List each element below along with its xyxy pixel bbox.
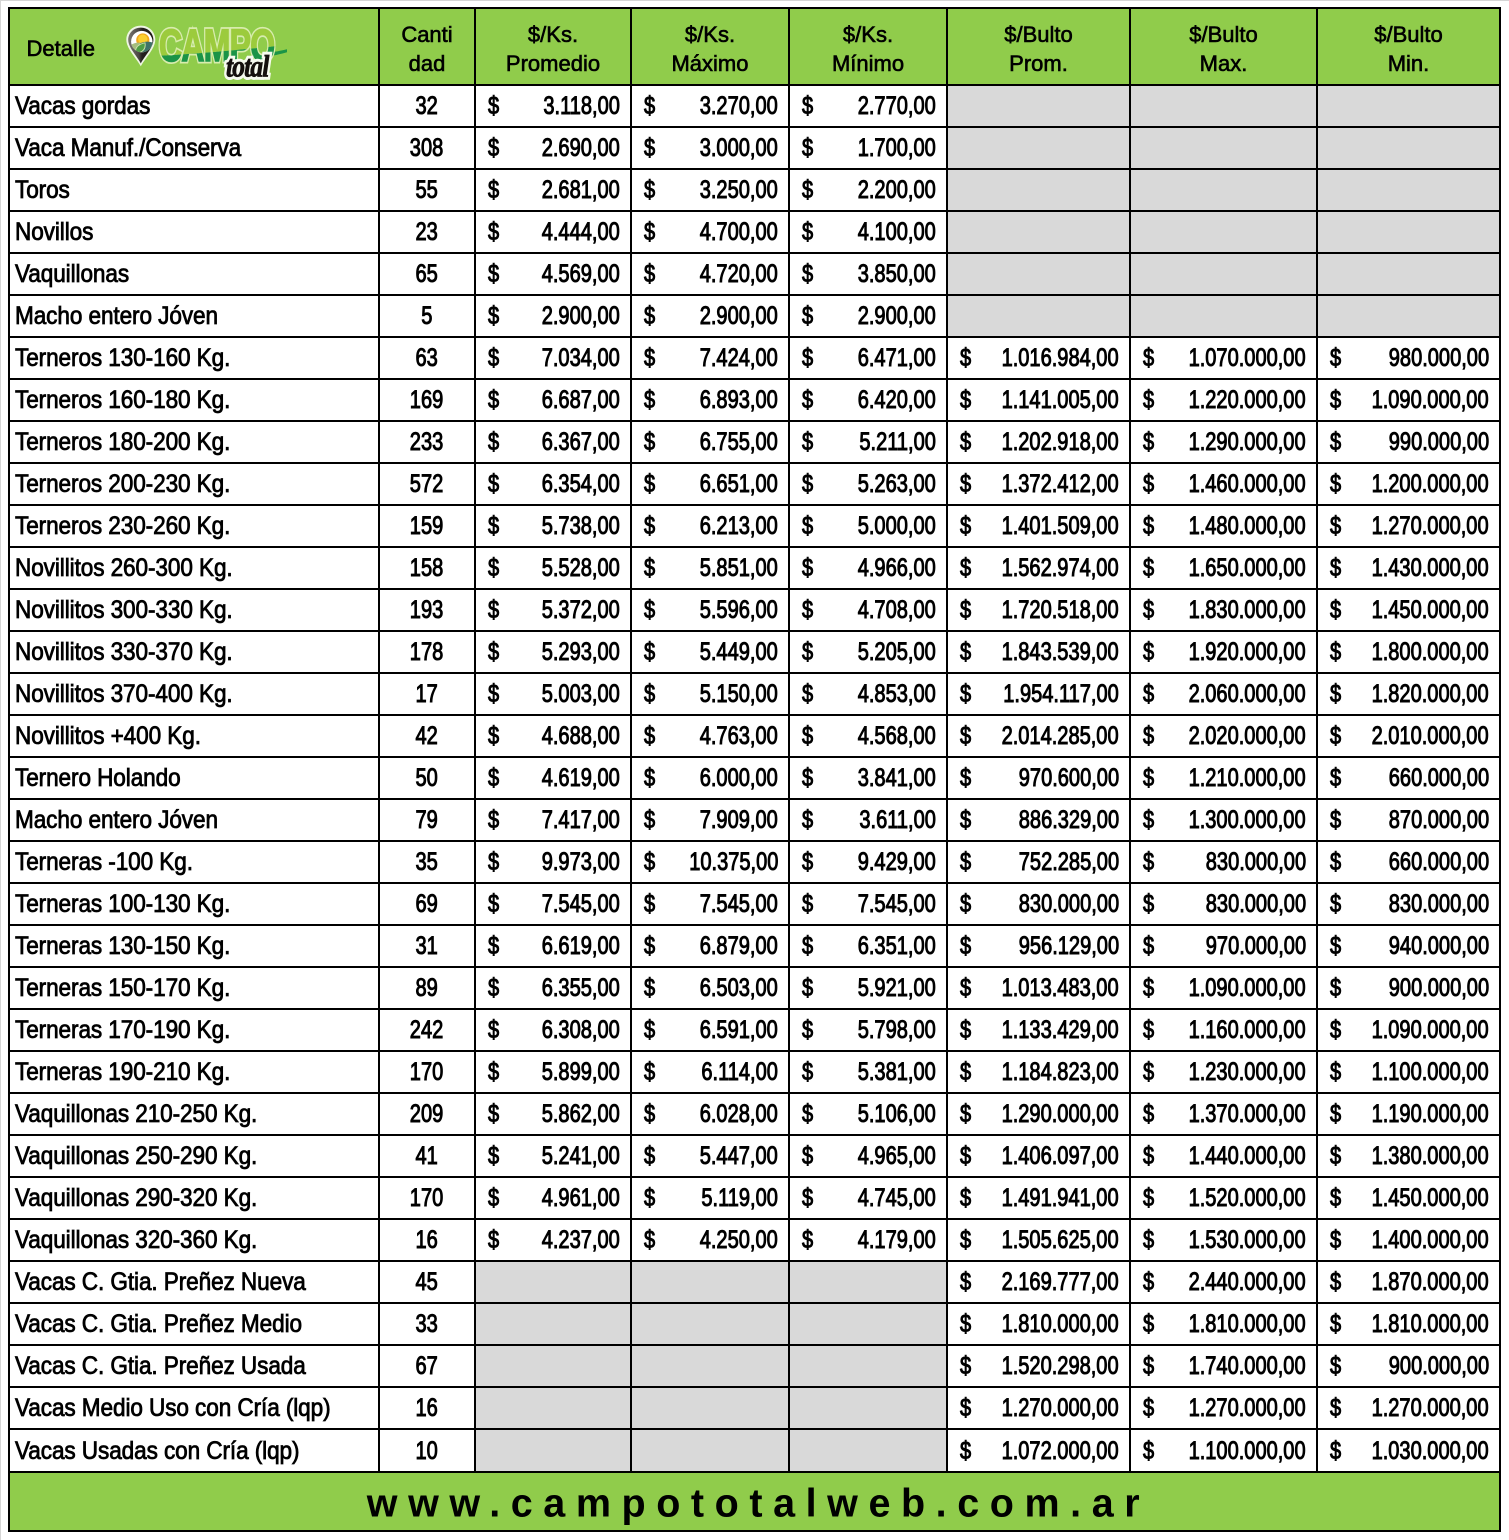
svg-text:total: total (226, 50, 269, 83)
svg-text:total: total (226, 50, 269, 83)
